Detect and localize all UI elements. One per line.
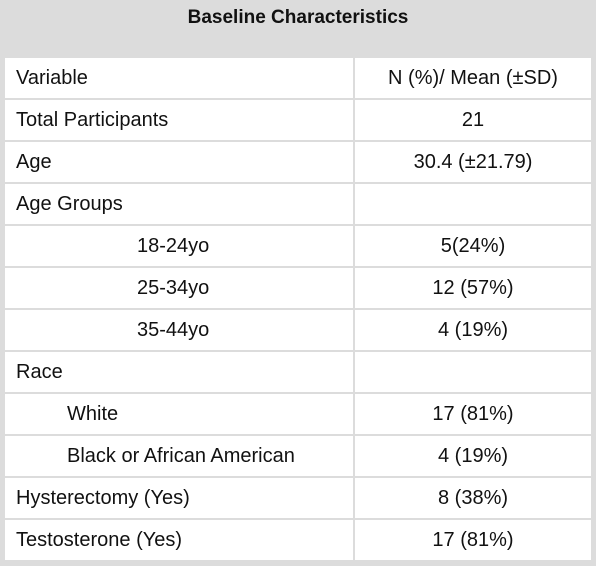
table-row: White 17 (81%) [5,394,591,434]
table-title: Baseline Characteristics [187,7,409,28]
table-row: Hysterectomy (Yes) 8 (38%) [5,478,591,518]
table-row: Testosterone (Yes) 17 (81%) [5,520,591,560]
variable-cell: White [5,394,353,434]
variable-cell: 35-44yo [5,310,353,350]
table-row: 25-34yo 12 (57%) [5,268,591,308]
value-cell: 8 (38%) [355,478,591,518]
table-row: Age Groups [5,184,591,224]
variable-cell: 18-24yo [5,226,353,266]
variable-cell: Total Participants [5,100,353,140]
value-cell [355,184,591,224]
table-row: Total Participants 21 [5,100,591,140]
header-cell: N (%)/ Mean (±SD) [355,58,591,98]
table-row: Age 30.4 (±21.79) [5,142,591,182]
variable-cell: Race [5,352,353,392]
table-row: Race [5,352,591,392]
variable-cell: Testosterone (Yes) [5,520,353,560]
variable-cell: Black or African American [5,436,353,476]
table-body: Variable N (%)/ Mean (±SD) Total Partici… [5,58,591,560]
header-cell: Variable [5,58,353,98]
table-row: 35-44yo 4 (19%) [5,310,591,350]
table: Variable N (%)/ Mean (±SD) Total Partici… [3,56,593,562]
value-cell: 4 (19%) [355,436,591,476]
table-row: 18-24yo 5(24%) [5,226,591,266]
value-cell: 17 (81%) [355,520,591,560]
value-cell: 21 [355,100,591,140]
variable-cell: Hysterectomy (Yes) [5,478,353,518]
value-cell: 5(24%) [355,226,591,266]
value-cell: 30.4 (±21.79) [355,142,591,182]
header-row: Variable N (%)/ Mean (±SD) [5,58,591,98]
variable-cell: Age Groups [5,184,353,224]
value-cell: 17 (81%) [355,394,591,434]
value-cell: 12 (57%) [355,268,591,308]
variable-cell: 25-34yo [5,268,353,308]
variable-cell: Age [5,142,353,182]
value-cell [355,352,591,392]
table-row: Black or African American 4 (19%) [5,436,591,476]
value-cell: 4 (19%) [355,310,591,350]
